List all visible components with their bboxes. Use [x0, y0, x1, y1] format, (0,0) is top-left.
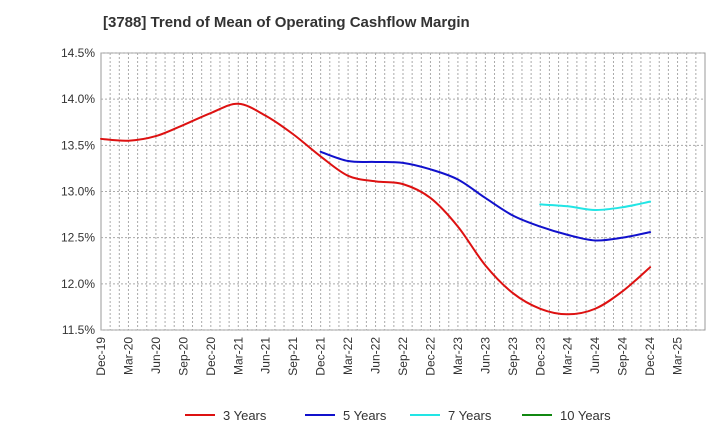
legend-label: 7 Years [448, 408, 492, 423]
series-lines [100, 102, 652, 316]
x-tick-label: Dec-22 [423, 337, 437, 376]
x-tick-label: Jun-21 [259, 337, 273, 374]
x-tick-label: Sep-24 [616, 337, 630, 376]
x-tick-label: Mar-22 [341, 337, 355, 375]
legend: 3 Years 5 Years 7 Years 10 Years [185, 408, 611, 423]
y-tick-label: 14.5% [61, 46, 95, 60]
y-tick-label: 12.0% [61, 277, 95, 291]
x-tick-label: Dec-23 [533, 337, 547, 376]
y-tick-label: 13.0% [61, 185, 95, 199]
x-tick-label: Mar-23 [451, 337, 465, 375]
x-tick-label: Dec-24 [643, 337, 657, 376]
series-line-5-years [319, 150, 652, 242]
y-tick-label: 14.0% [61, 92, 95, 106]
x-tick-label: Dec-20 [204, 337, 218, 376]
x-tick-label: Jun-20 [149, 337, 163, 374]
x-tick-label: Mar-21 [231, 337, 245, 375]
legend-label: 10 Years [560, 408, 611, 423]
legend-label: 3 Years [223, 408, 267, 423]
series-line-7-years [539, 200, 652, 211]
x-tick-label: Jun-24 [588, 337, 602, 374]
x-tick-label: Sep-22 [396, 337, 410, 376]
x-axis-ticks: Dec-19 Mar-20 Jun-20 Sep-20 Dec-20 Mar-21 Jun-… [94, 337, 685, 376]
y-tick-label: 11.5% [62, 323, 95, 337]
x-tick-label: Sep-23 [506, 337, 520, 376]
y-axis-ticks: 11.5% 12.0% 12.5% 13.0% 13.5% 14.0% 14.5% [61, 46, 95, 337]
y-tick-label: 13.5% [61, 138, 95, 152]
x-tick-label: Dec-19 [94, 337, 108, 376]
x-tick-label: Jun-22 [369, 337, 383, 374]
legend-label: 5 Years [343, 408, 387, 423]
x-tick-label: Sep-20 [176, 337, 190, 376]
x-tick-label: Mar-25 [671, 337, 685, 375]
x-tick-label: Dec-21 [314, 337, 328, 376]
y-tick-label: 12.5% [61, 231, 95, 245]
x-tick-label: Mar-20 [121, 337, 135, 375]
chart-title: [3788] Trend of Mean of Operating Cashfl… [103, 14, 470, 31]
x-tick-label: Jun-23 [478, 337, 492, 374]
series-line-3-years [100, 102, 652, 316]
x-tick-label: Sep-21 [286, 337, 300, 376]
x-tick-label: Mar-24 [561, 337, 575, 375]
